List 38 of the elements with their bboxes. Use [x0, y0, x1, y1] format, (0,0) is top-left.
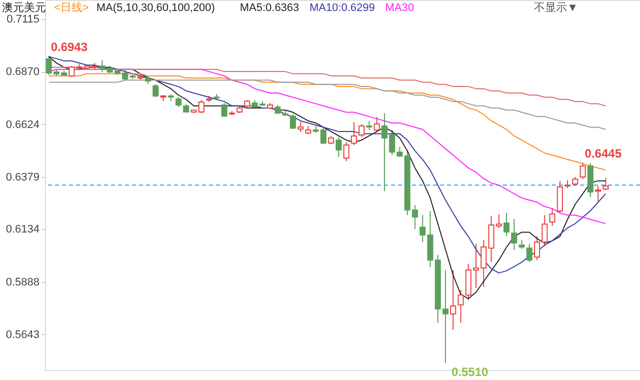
candlestick	[350, 122, 357, 146]
y-tick-label: 0.7115	[6, 14, 40, 26]
legend-title: MA(5,10,30,60,100,200)	[96, 2, 215, 14]
candlestick	[580, 162, 586, 180]
candlestick	[221, 102, 228, 117]
candlestick	[450, 269, 456, 330]
y-tick-label: 0.6870	[6, 66, 40, 78]
y-tick-label: 0.6379	[6, 171, 40, 184]
text: MA30	[385, 2, 414, 14]
candlestick	[68, 65, 75, 78]
y-tick-label: 0.6624	[6, 118, 40, 131]
y-tick-label: 0.5643	[6, 328, 40, 341]
chart-title: 澳元美元	[2, 1, 46, 14]
candlestick	[602, 178, 609, 191]
chart-subtitle: <日线>	[54, 1, 89, 14]
candlestick	[343, 142, 350, 162]
candlestick	[549, 208, 556, 227]
candlestick	[290, 113, 296, 130]
text: MA10:0.6299	[309, 2, 375, 14]
candlestick	[503, 212, 510, 237]
candlestick	[511, 218, 518, 251]
candlestick	[358, 124, 365, 138]
annotation: 不显示▼	[534, 2, 578, 14]
y-tick-label: 0.6134	[6, 224, 40, 236]
annotation: 0.5510	[451, 364, 489, 379]
candlestick	[336, 136, 342, 158]
candlestick	[374, 116, 380, 132]
text: MA5:0.6363	[240, 2, 300, 14]
candlestick	[526, 244, 532, 263]
candlestick	[175, 96, 182, 108]
y-tick-label: 0.5888	[6, 276, 40, 288]
candlestick	[152, 83, 159, 98]
candlestick	[556, 180, 563, 214]
candlestick	[99, 59, 106, 72]
annotation: 0.6445	[584, 146, 622, 161]
candlestick	[595, 185, 602, 202]
annotation: 0.6943	[50, 40, 88, 54]
candlestick	[298, 122, 304, 132]
